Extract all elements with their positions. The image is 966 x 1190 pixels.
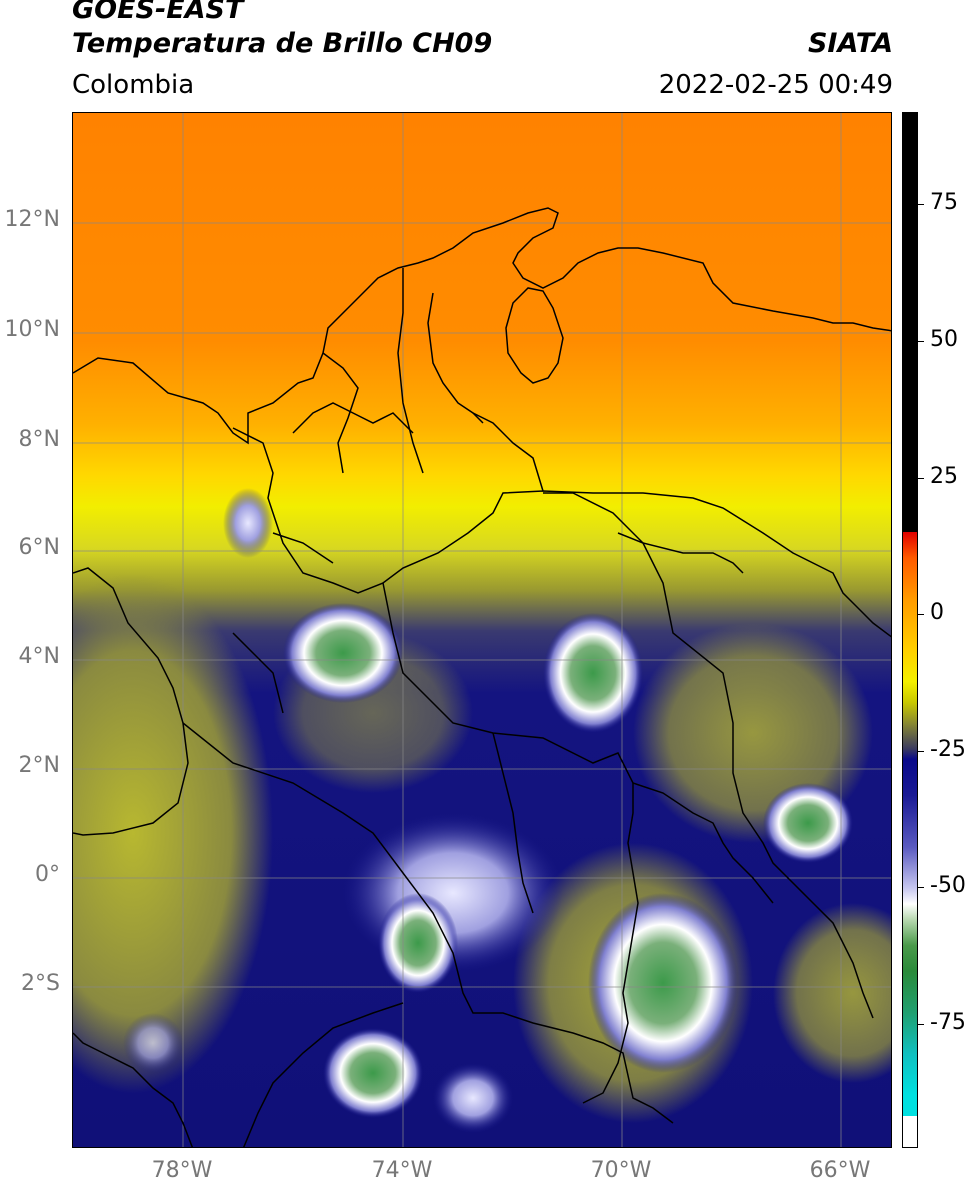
lat-label: 4°N [18, 644, 60, 669]
colorbar-label: 0 [930, 600, 944, 625]
lat-label: 8°N [18, 427, 60, 452]
colorbar-tick [918, 614, 924, 615]
lat-label: 12°N [4, 207, 60, 232]
timestamp-label: 2022-02-25 00:49 [658, 70, 893, 100]
lat-label: 10°N [4, 317, 60, 342]
region-label: Colombia [72, 70, 195, 100]
lat-label: 2°N [18, 753, 60, 778]
colorbar-label: -50 [930, 873, 966, 898]
colorbar-label: 25 [930, 464, 958, 489]
lat-label: 2°S [21, 971, 60, 996]
lon-label: 78°W [151, 1158, 213, 1183]
colorbar [902, 112, 918, 1148]
lat-label: 6°N [18, 535, 60, 560]
colorbar-tick [918, 341, 924, 342]
colorbar-label: 75 [930, 190, 958, 215]
lon-label: 66°W [809, 1158, 871, 1183]
lon-label: 70°W [590, 1158, 652, 1183]
lat-label: 0° [35, 862, 60, 887]
colorbar-tick [918, 887, 924, 888]
title-satellite: GOES-EAST [72, 0, 244, 25]
title-product: Temperatura de Brillo CH09 [72, 28, 493, 59]
lon-label: 74°W [371, 1158, 433, 1183]
colorbar-label: -25 [930, 737, 966, 762]
borders [73, 207, 891, 1147]
map-image [73, 113, 891, 1147]
organization-label: SIATA [807, 28, 893, 59]
satellite-map [72, 112, 892, 1148]
colorbar-label: 50 [930, 327, 958, 352]
colorbar-label: -75 [930, 1010, 966, 1035]
colorbar-tick [918, 751, 924, 752]
gridlines [73, 113, 891, 1147]
colorbar-tick [918, 204, 924, 205]
colorbar-tick [918, 1024, 924, 1025]
colorbar-tick [918, 478, 924, 479]
